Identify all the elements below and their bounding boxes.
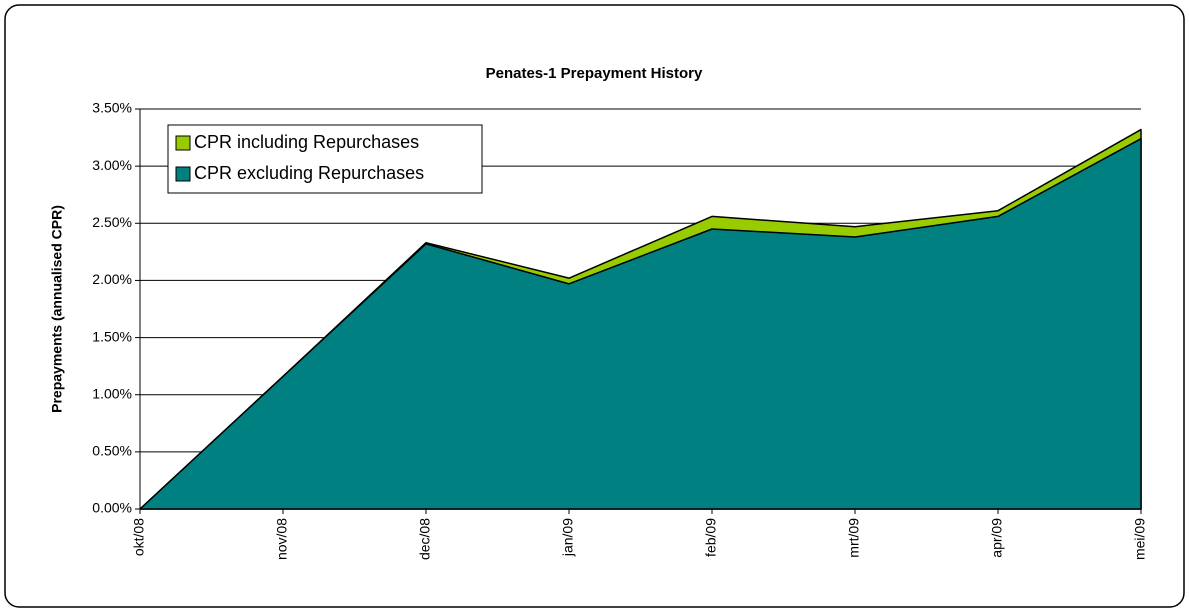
y-tick-label: 1.50% <box>92 328 132 344</box>
y-tick-label: 2.50% <box>92 214 132 230</box>
areas <box>139 128 1142 510</box>
y-tick-label: 2.00% <box>92 271 132 287</box>
x-tick-label: mrt/09 <box>846 518 862 558</box>
area <box>139 137 1142 510</box>
legend-label: CPR including Repurchases <box>194 132 419 152</box>
y-tick-label: 0.50% <box>92 443 132 459</box>
x-tick-label: feb/09 <box>703 518 719 557</box>
y-tick-label: 1.00% <box>92 385 132 401</box>
legend: CPR including Repurchases CPR excluding R… <box>167 124 483 194</box>
legend-swatch <box>175 135 191 151</box>
chart-title: Penates-1 Prepayment History <box>486 65 703 82</box>
x-tick-label: okt/08 <box>131 518 147 556</box>
x-tick-label: apr/09 <box>989 518 1005 558</box>
x-tick-label: mei/09 <box>1132 518 1148 560</box>
x-tick-label: nov/08 <box>274 518 290 560</box>
legend-label: CPR excluding Repurchases <box>194 163 424 183</box>
y-tick-label: 3.50% <box>92 100 132 116</box>
x-tick-label: dec/08 <box>417 518 433 560</box>
axes: 0.00% 0.50% 1.00% 1.50% 2.00% 2.50% 3.00% 3.50%… <box>92 100 1147 560</box>
y-axis-label: Prepayments (annualised CPR) <box>49 205 65 413</box>
y-tick-label: 3.00% <box>92 157 132 173</box>
x-tick-label: jan/09 <box>560 518 576 557</box>
legend-box <box>167 124 483 194</box>
legend-swatch <box>175 166 191 182</box>
y-tick-label: 0.00% <box>92 500 132 516</box>
